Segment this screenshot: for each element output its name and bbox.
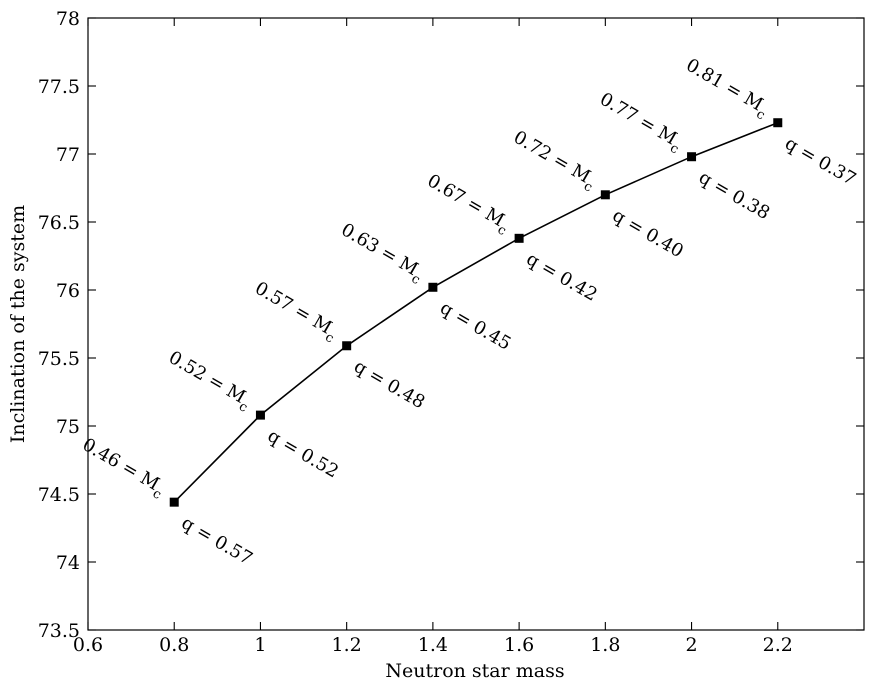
data-point — [169, 497, 179, 507]
data-point — [600, 190, 610, 200]
data-points — [169, 118, 783, 507]
x-tick-label: 1.4 — [418, 634, 448, 656]
y-tick-label: 78 — [56, 8, 80, 30]
data-point — [428, 282, 438, 292]
x-tick-label: 2 — [686, 634, 698, 656]
x-axis-title: Neutron star mass — [385, 660, 564, 682]
y-tick-label: 75.5 — [38, 348, 80, 370]
y-tick-label: 77 — [56, 144, 80, 166]
y-tick-label: 73.5 — [38, 620, 80, 642]
x-tick-label: 1 — [254, 634, 266, 656]
series-line — [173, 121, 779, 503]
x-axis-ticks: 0.6 0.8 1 1.2 1.4 1.6 1.8 2 2.2 — [73, 18, 793, 656]
x-tick-label: 0.8 — [159, 634, 189, 656]
data-point — [255, 410, 265, 420]
x-tick-label: 0.6 — [73, 634, 103, 656]
data-point — [687, 152, 697, 162]
y-tick-label: 76.5 — [38, 212, 80, 234]
y-tick-label: 77.5 — [38, 76, 80, 98]
x-tick-label: 1.6 — [504, 634, 534, 656]
y-tick-label: 75 — [56, 416, 80, 438]
data-point — [514, 233, 524, 243]
y-tick-label: 74 — [56, 552, 80, 574]
y-tick-label: 76 — [56, 280, 80, 302]
plot-area — [87, 17, 865, 631]
x-tick-label: 1.2 — [332, 634, 362, 656]
x-tick-label: 1.8 — [590, 634, 620, 656]
data-point — [773, 118, 783, 128]
y-axis-title: Inclination of the system — [7, 205, 29, 443]
x-tick-label: 2.2 — [763, 634, 793, 656]
data-point — [342, 341, 352, 351]
y-axis-ticks: 73.5 74 74.5 75 75.5 76 76.5 77 77.5 78 — [38, 8, 864, 642]
y-tick-label: 74.5 — [38, 484, 80, 506]
